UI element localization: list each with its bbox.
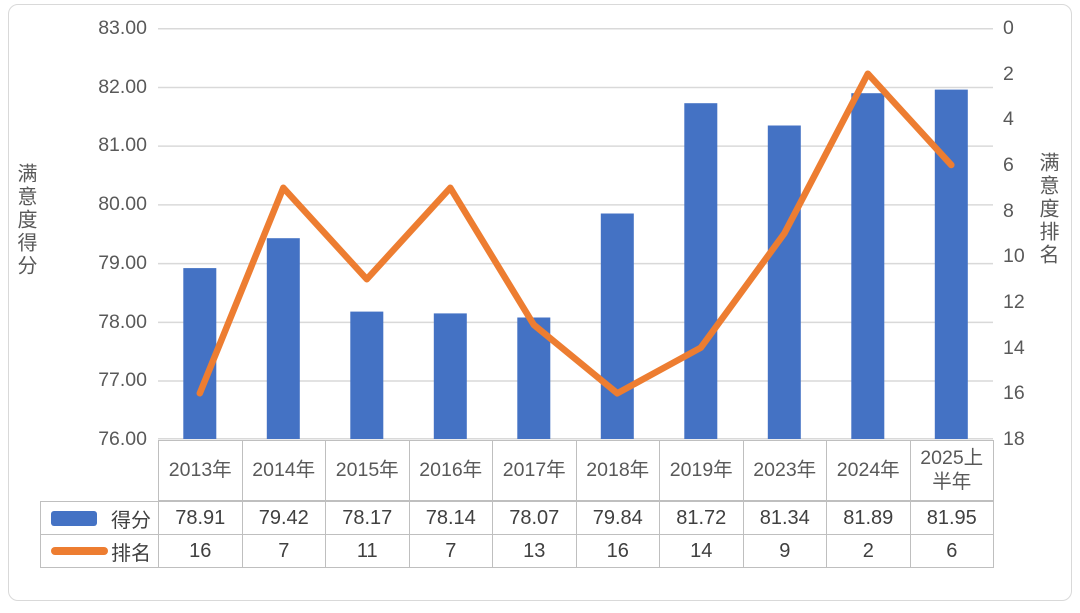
- score-bar: [684, 103, 718, 439]
- rank-value-cell: 11: [326, 535, 410, 567]
- score-bar: [266, 238, 300, 439]
- rank-value-cell: 9: [744, 535, 827, 567]
- y-axis-tick-right: 6: [1003, 154, 1014, 176]
- left-axis-title: 满意度得分: [14, 163, 36, 278]
- legend-swatch-line: [51, 547, 108, 555]
- y-axis-tick-left: 81.00: [98, 134, 147, 157]
- legend-label: 得分: [111, 509, 151, 532]
- score-value-cell: 81.72: [660, 502, 744, 534]
- score-value-cell: 79.42: [243, 502, 326, 534]
- legend-cell: 得分: [41, 502, 159, 534]
- score-value-cell: 81.95: [911, 502, 994, 534]
- category-label: 2025上半年: [920, 447, 984, 493]
- rank-value-cell: 2: [827, 535, 911, 567]
- y-axis-tick-right: 2: [1003, 62, 1014, 85]
- category-label: 2024年: [836, 458, 900, 481]
- category-cell: 2024年: [827, 441, 911, 500]
- category-cell: 2025上半年: [911, 441, 994, 500]
- y-axis-tick-right: 4: [1003, 108, 1014, 131]
- category-label: 2019年: [669, 458, 733, 481]
- score-value-cell: 78.17: [326, 502, 410, 534]
- score-value-cell: 78.14: [410, 502, 493, 534]
- score-row: 得分 78.91 79.42 78.17 78.14 78.07 79.84 81.72 81.…: [40, 501, 994, 534]
- score-value-cell: 81.34: [744, 502, 827, 534]
- score-bar: [934, 89, 968, 439]
- rank-value-cell: 16: [159, 535, 243, 567]
- category-cell: 2013年: [159, 441, 243, 500]
- score-bar: [433, 313, 467, 439]
- rank-value-cell: 7: [243, 535, 326, 567]
- right-axis-title: 满意度排名: [1036, 152, 1058, 267]
- rank-value-cell: 14: [660, 535, 744, 567]
- plot-area: [158, 28, 993, 440]
- y-axis-tick-right: 14: [1003, 336, 1025, 359]
- y-axis-tick-left: 76.00: [98, 428, 147, 450]
- y-axis-tick-left: 80.00: [98, 193, 147, 216]
- score-bar: [600, 213, 634, 439]
- y-axis-tick-right: 0: [1003, 17, 1014, 39]
- category-label: 2017年: [502, 458, 566, 481]
- y-axis-tick-right: 8: [1003, 199, 1014, 222]
- y-axis-tick-right: 18: [1003, 428, 1025, 450]
- category-cell: 2014年: [243, 441, 326, 500]
- category-cell: 2018年: [577, 441, 660, 500]
- score-value-cell: 81.89: [827, 502, 911, 534]
- data-table-category-row: 2013年 2014年 2015年 2016年 2017年 2018年 2019年 2023年…: [158, 440, 994, 501]
- y-axis-tick-right: 16: [1003, 382, 1025, 405]
- score-bar: [183, 268, 217, 439]
- category-cell: 2017年: [493, 441, 577, 500]
- category-cell: 2019年: [660, 441, 744, 500]
- category-label: 2023年: [753, 458, 817, 481]
- score-bar: [350, 311, 384, 439]
- y-axis-tick-left: 79.00: [98, 251, 147, 274]
- category-cell: 2015年: [326, 441, 410, 500]
- rank-value-cell: 7: [410, 535, 493, 567]
- y-axis-tick-left: 78.00: [98, 310, 147, 333]
- category-label: 2018年: [586, 458, 650, 481]
- legend-cell: 排名: [41, 535, 159, 567]
- y-axis-tick-left: 77.00: [98, 369, 147, 392]
- category-label: 2014年: [252, 458, 316, 481]
- rank-row: 排名 16 7 11 7 13 16 14 9 2 6: [40, 534, 994, 568]
- category-label: 2013年: [168, 458, 232, 481]
- y-axis-tick-left: 82.00: [98, 75, 147, 98]
- score-value-cell: 79.84: [577, 502, 660, 534]
- category-label: 2016年: [419, 458, 483, 481]
- y-axis-tick-left: 83.00: [98, 17, 147, 39]
- y-axis-tick-right: 12: [1003, 291, 1025, 313]
- score-value-cell: 78.91: [159, 502, 243, 534]
- rank-value-cell: 6: [911, 535, 994, 567]
- score-bar: [851, 93, 885, 439]
- rank-value-cell: 16: [577, 535, 660, 567]
- rank-line: [196, 70, 955, 397]
- score-bar: [767, 125, 801, 439]
- category-cell: 2016年: [410, 441, 493, 500]
- category-label: 2015年: [335, 458, 399, 481]
- legend-swatch-bar: [51, 510, 97, 526]
- legend-label: 排名: [111, 542, 151, 565]
- y-axis-tick-right: 10: [1003, 245, 1025, 268]
- category-cell: 2023年: [744, 441, 827, 500]
- rank-value-cell: 13: [493, 535, 577, 567]
- score-value-cell: 78.07: [493, 502, 577, 534]
